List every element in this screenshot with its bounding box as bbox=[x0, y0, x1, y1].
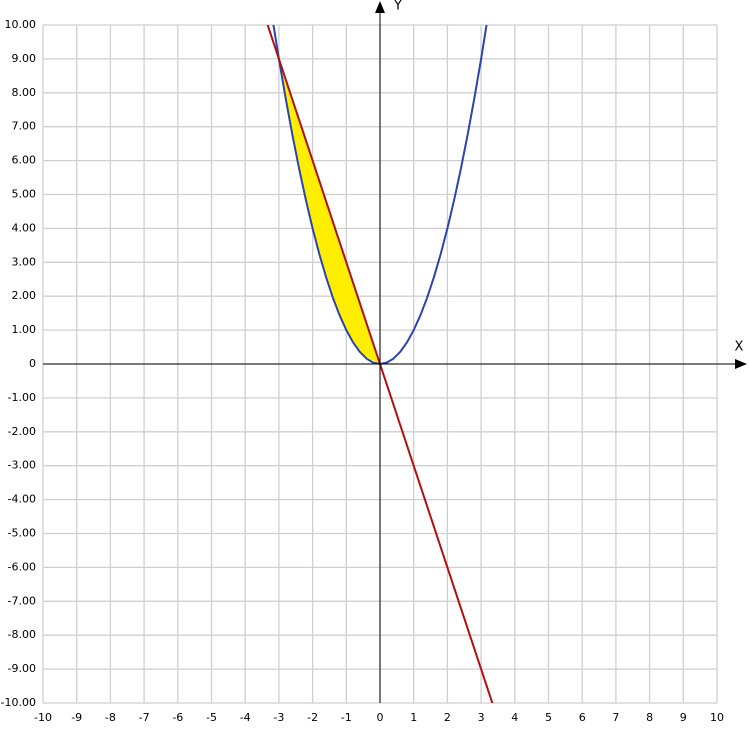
x-tick-label: -4 bbox=[240, 711, 251, 724]
y-tick-label: -2.00 bbox=[8, 425, 36, 438]
x-arrow bbox=[735, 359, 747, 369]
y-tick-label: 0 bbox=[29, 357, 36, 370]
y-tick-label: -8.00 bbox=[8, 628, 36, 641]
y-tick-label: 9.00 bbox=[12, 52, 37, 65]
y-tick-label: -1.00 bbox=[8, 391, 36, 404]
y-tick-label: -6.00 bbox=[8, 560, 36, 573]
x-tick-label: -10 bbox=[34, 711, 52, 724]
y-tick-label: 3.00 bbox=[12, 255, 37, 268]
y-tick-label: 2.00 bbox=[12, 289, 37, 302]
x-tick-label: -2 bbox=[307, 711, 318, 724]
y-tick-label: 6.00 bbox=[12, 154, 37, 167]
y-tick-label: 4.00 bbox=[12, 221, 37, 234]
y-tick-label: 10.00 bbox=[5, 18, 37, 31]
y-tick-label: 5.00 bbox=[12, 188, 37, 201]
x-tick-label: -1 bbox=[341, 711, 352, 724]
x-tick-label: 8 bbox=[646, 711, 653, 724]
x-tick-label: -6 bbox=[172, 711, 183, 724]
y-tick-label: -5.00 bbox=[8, 527, 36, 540]
x-tick-label: -7 bbox=[139, 711, 150, 724]
y-tick-label: 1.00 bbox=[12, 323, 37, 336]
x-axis-label: X bbox=[735, 340, 744, 355]
y-tick-label: 7.00 bbox=[12, 120, 37, 133]
x-tick-label: 10 bbox=[710, 711, 724, 724]
y-tick-label: -10.00 bbox=[1, 696, 36, 709]
x-tick-label: -3 bbox=[273, 711, 284, 724]
y-tick-label: 8.00 bbox=[12, 86, 37, 99]
x-tick-label: -9 bbox=[71, 711, 82, 724]
y-axis-label: Y bbox=[393, 0, 402, 14]
x-tick-label: 4 bbox=[511, 711, 518, 724]
x-tick-label: 6 bbox=[579, 711, 586, 724]
x-tick-label: 7 bbox=[612, 711, 619, 724]
x-tick-label: -8 bbox=[105, 711, 116, 724]
y-tick-label: -9.00 bbox=[8, 662, 36, 675]
y-tick-label: -4.00 bbox=[8, 493, 36, 506]
x-tick-label: 5 bbox=[545, 711, 552, 724]
y-tick-label: -3.00 bbox=[8, 459, 36, 472]
x-tick-label: 0 bbox=[377, 711, 384, 724]
x-tick-label: 9 bbox=[680, 711, 687, 724]
x-tick-label: -5 bbox=[206, 711, 217, 724]
y-tick-label: -7.00 bbox=[8, 594, 36, 607]
x-tick-label: 3 bbox=[478, 711, 485, 724]
y-arrow bbox=[375, 1, 385, 13]
x-tick-label: 1 bbox=[410, 711, 417, 724]
x-tick-label: 2 bbox=[444, 711, 451, 724]
